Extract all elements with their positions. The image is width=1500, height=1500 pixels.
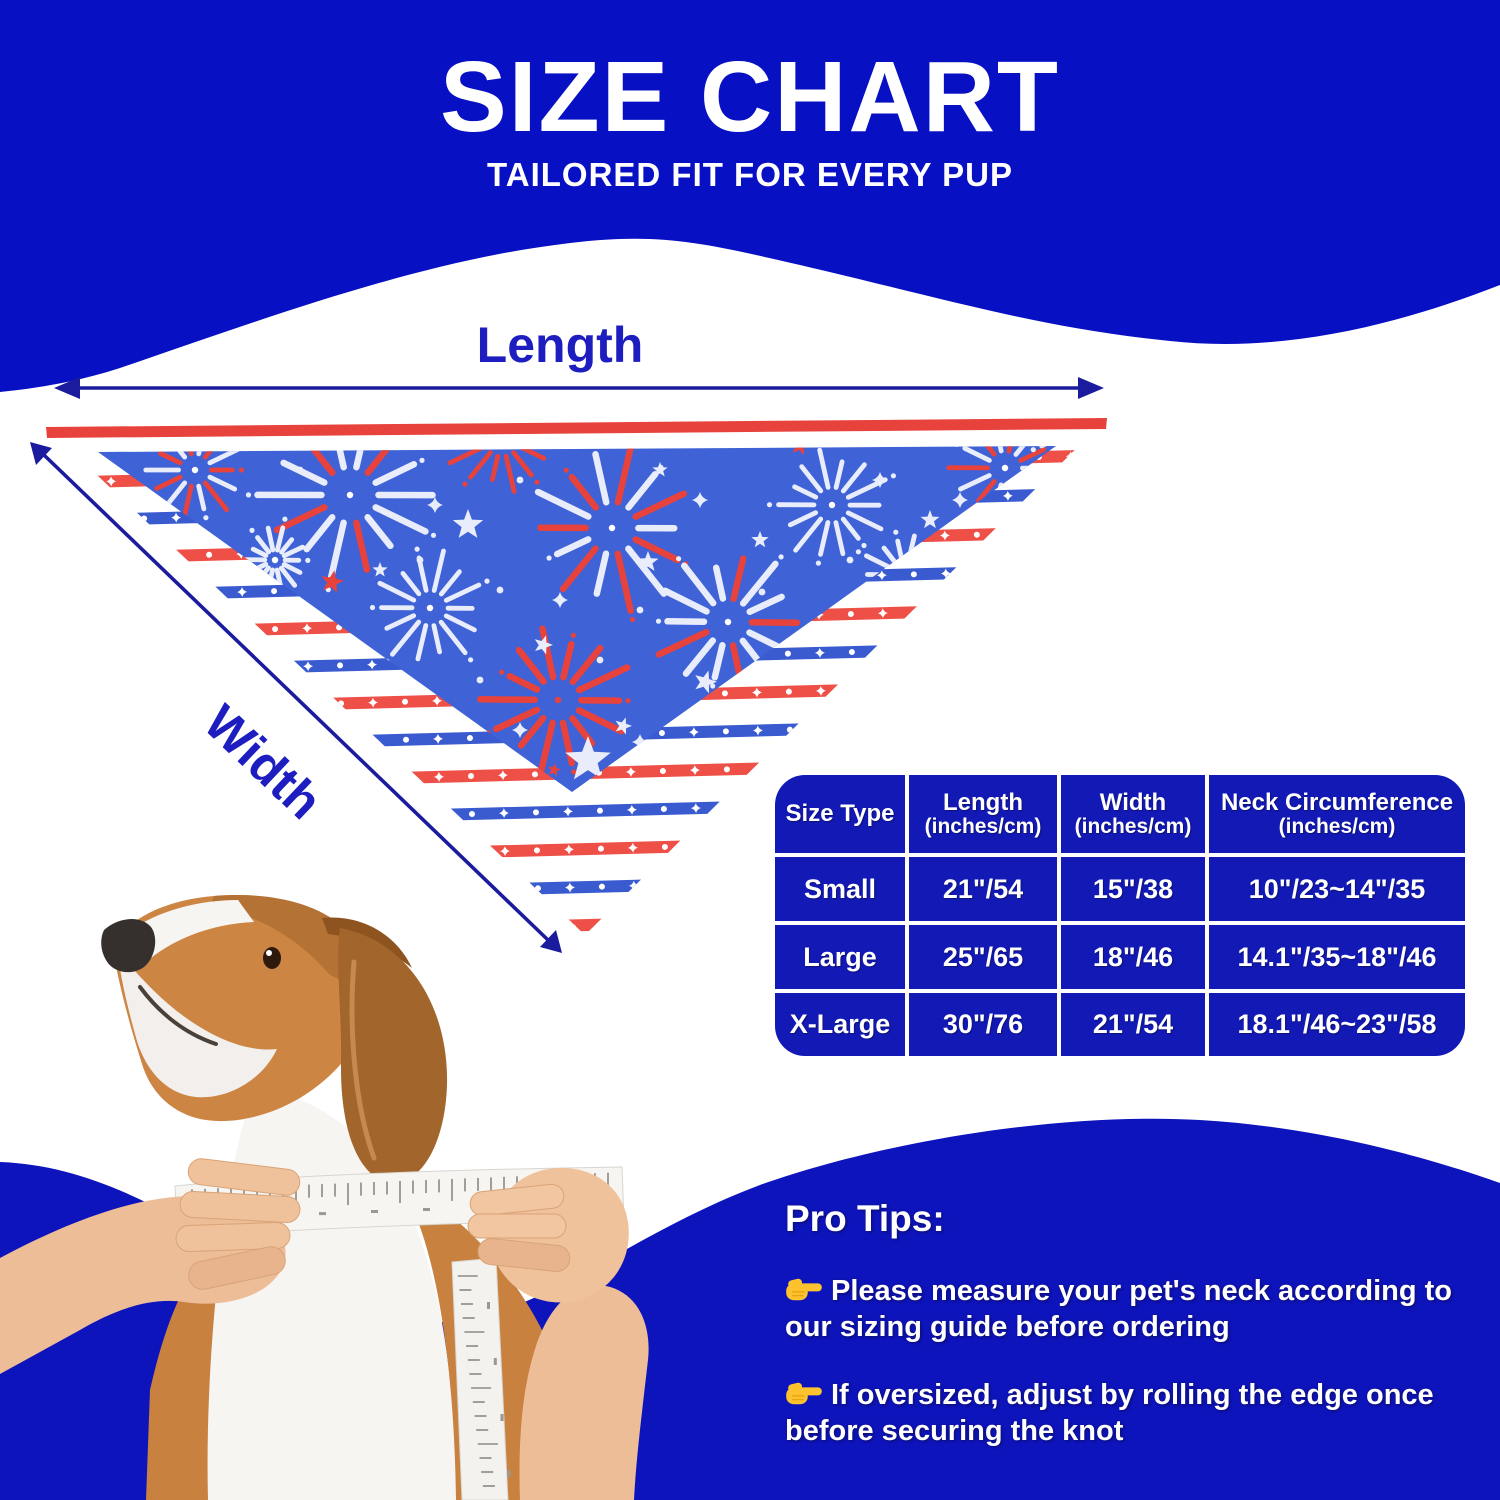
page-title: SIZE CHART [440, 41, 1060, 153]
dog-measurement-photo [0, 895, 649, 1500]
width-arrow-icon [30, 442, 562, 953]
header-wave [0, 0, 1500, 392]
table-row-xlarge-size: X-Large [775, 993, 905, 1056]
table-row-large-neck: 14.1"/35~18"/46 [1209, 925, 1465, 989]
size-table-header-size-type: Size Type [775, 775, 905, 853]
pointing-right-icon [785, 1378, 823, 1408]
pro-tip-text: Please measure your pet's neck according… [785, 1275, 1452, 1343]
size-table-header-length: Length (inches/cm) [909, 775, 1057, 853]
table-row-xlarge-neck: 18.1"/46~23"/58 [1209, 993, 1465, 1056]
table-row-xlarge-width: 21"/54 [1061, 993, 1205, 1056]
table-row-large-width: 18"/46 [1061, 925, 1205, 989]
table-row-large-size: Large [775, 925, 905, 989]
pro-tip-item: Please measure your pet's neck according… [785, 1274, 1490, 1346]
pro-tips-section: Pro Tips: Please measure your pet's neck… [785, 1198, 1490, 1482]
length-arrow-icon [54, 377, 1104, 399]
page-subtitle: TAILORED FIT FOR EVERY PUP [487, 156, 1013, 193]
table-row-small-neck: 10"/23~14"/35 [1209, 857, 1465, 921]
table-row-small-length: 21"/54 [909, 857, 1057, 921]
pro-tips-heading: Pro Tips: [785, 1198, 945, 1239]
table-row-small-width: 15"/38 [1061, 857, 1205, 921]
length-dimension-label: Length [476, 317, 644, 373]
pointing-right-icon [785, 1274, 823, 1304]
table-row-xlarge-length: 30"/76 [909, 993, 1057, 1056]
table-row-small-size: Small [775, 857, 905, 921]
pro-tip-item: If oversized, adjust by rolling the edge… [785, 1378, 1490, 1450]
bandana-top-edge [46, 418, 1107, 438]
size-table: Size Type Length (inches/cm) Width (inches… [775, 775, 1465, 1056]
size-table-header-neck: Neck Circumference (inches/cm) [1209, 775, 1465, 853]
pro-tip-text: If oversized, adjust by rolling the edge… [785, 1378, 1434, 1447]
size-table-header-width: Width (inches/cm) [1061, 775, 1205, 853]
table-row-large-length: 25"/65 [909, 925, 1057, 989]
